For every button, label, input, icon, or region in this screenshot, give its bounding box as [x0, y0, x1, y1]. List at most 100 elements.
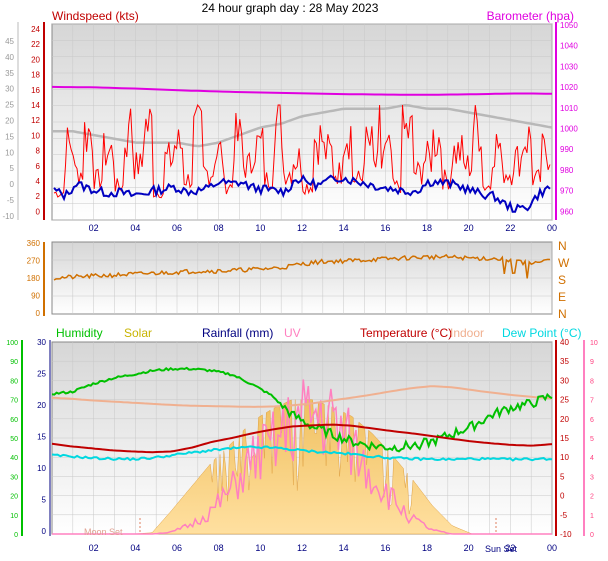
windspeed-tick-label: 20	[31, 55, 40, 64]
mid-grid	[52, 242, 553, 314]
uv-tick-label: 8	[590, 378, 594, 385]
indoor-line	[51, 385, 553, 408]
x-tick-label: 02	[89, 543, 99, 553]
chart-title: 24 hour graph day : 28 May 2023	[202, 1, 379, 15]
temperature-tick-label: 0	[560, 492, 565, 501]
outer-left-ticks: 45 40 35 30 25 20 15 10 5 0 -5 -10	[2, 37, 14, 221]
x-tick-label: 20	[464, 543, 474, 553]
barometer-tick-label: 1010	[560, 104, 578, 113]
uv-tick-label: 5	[590, 436, 594, 443]
x-tick-label: 12	[297, 543, 307, 553]
outer-tick-label: 30	[5, 85, 14, 94]
outer-tick-label: 15	[5, 132, 14, 141]
x-tick-label: 10	[255, 543, 265, 553]
uv-tick-label: 7	[590, 398, 594, 405]
x-tick-label: 04	[130, 223, 140, 233]
direction-tick-label: 270	[27, 257, 41, 266]
temperature-humidity-chart: Humidity Solar Rainfall (mm) UV Temperature …	[6, 326, 598, 554]
outer-tick-label: 25	[5, 101, 14, 110]
x-tick-label: 10	[255, 223, 265, 233]
outer-tick-label: 20	[5, 117, 14, 126]
legend-item: Dew Point (°C)	[502, 326, 581, 340]
barometer-tick-label: 960	[560, 207, 574, 216]
bottom-x-ticks: 02 04 06 08 10 12 14 16 18 20 22 00	[89, 543, 557, 553]
x-tick-label: 06	[172, 543, 182, 553]
barometer-tick-label: 1020	[560, 83, 578, 92]
wind-direction-line	[53, 253, 551, 281]
compass-label: S	[558, 273, 566, 287]
windspeed-tick-label: 10	[31, 131, 40, 140]
temperature-tick-label: 5	[560, 472, 565, 481]
compass-label: E	[558, 290, 566, 304]
rain-tick-label: 20	[37, 401, 46, 410]
barometer-tick-label: 1040	[560, 42, 578, 51]
humidity-tick-label: 30	[10, 474, 18, 481]
uv-tick-label: 4	[590, 455, 594, 462]
outer-tick-label: -5	[7, 196, 15, 205]
temperature-ticks: 40 35 30 25 20 15 10 5 0 -5 -10	[560, 338, 572, 539]
windspeed-tick-label: 0	[36, 207, 41, 216]
rain-tick-label: 25	[37, 370, 46, 379]
barometer-ticks: 1050 1040 1030 1020 1010 1000 990 980 970 960	[560, 21, 578, 216]
dew-point-line	[51, 445, 553, 462]
legend-item: Rainfall (mm)	[202, 326, 273, 340]
legend-item: Indoor	[450, 326, 484, 340]
x-tick-label: 04	[130, 543, 140, 553]
rain-tick-label: 0	[42, 527, 47, 536]
wind-avg-line	[53, 173, 551, 213]
rain-tick-label: 15	[37, 433, 46, 442]
uv-tick-label: 3	[590, 474, 594, 481]
x-tick-label: 14	[339, 543, 349, 553]
x-tick-label: 14	[339, 223, 349, 233]
x-tick-label: 22	[505, 223, 515, 233]
windspeed-tick-label: 18	[31, 71, 40, 80]
windspeed-tick-label: 14	[31, 101, 40, 110]
rain-tick-label: 5	[42, 496, 47, 505]
windspeed-tick-label: 8	[36, 147, 41, 156]
temperature-line	[51, 423, 553, 454]
wind-max-line	[53, 103, 551, 199]
temperature-tick-label: 15	[560, 434, 569, 443]
x-tick-label: 22	[505, 543, 515, 553]
humidity-tick-label: 80	[10, 378, 18, 385]
temperature-tick-label: -5	[560, 511, 568, 520]
legend-item: UV	[284, 326, 301, 340]
temperature-tick-label: 30	[560, 376, 569, 385]
humidity-tick-label: 60	[10, 417, 18, 424]
x-tick-label: 18	[422, 223, 432, 233]
direction-tick-label: 180	[27, 274, 41, 283]
x-tick-label: 16	[380, 543, 390, 553]
humidity-tick-label: 90	[10, 359, 18, 366]
uv-line	[52, 379, 552, 535]
x-tick-label: 02	[89, 223, 99, 233]
temperature-tick-label: -10	[560, 530, 572, 539]
humidity-tick-label: 20	[10, 494, 18, 501]
direction-tick-label: 360	[27, 239, 41, 248]
legend-item: Temperature (°C)	[360, 326, 452, 340]
humidity-tick-label: 10	[10, 513, 18, 520]
legend-item: Humidity	[56, 326, 103, 340]
barometer-tick-label: 980	[560, 166, 574, 175]
windspeed-tick-label: 2	[36, 192, 41, 201]
direction-tick-label: 0	[36, 309, 41, 318]
outer-tick-label: 40	[5, 53, 14, 62]
bottom-legend: Humidity Solar Rainfall (mm) UV Temperature …	[56, 326, 581, 340]
outer-tick-label: 0	[10, 180, 15, 189]
wind-background-line	[52, 103, 553, 148]
top-x-ticks: 02 04 06 08 10 12 14 16 18 20 22 00	[89, 223, 557, 233]
x-tick-label: 18	[422, 543, 432, 553]
sun-set-label: Sun Set	[485, 544, 518, 554]
x-tick-label: 06	[172, 223, 182, 233]
x-tick-label: 08	[214, 223, 224, 233]
temperature-tick-label: 20	[560, 415, 569, 424]
barometer-tick-label: 970	[560, 187, 574, 196]
windspeed-axis-title: Windspeed (kts)	[52, 9, 139, 23]
barometer-tick-label: 1050	[560, 21, 578, 30]
windspeed-tick-label: 24	[31, 25, 40, 34]
outer-tick-label: 45	[5, 37, 14, 46]
